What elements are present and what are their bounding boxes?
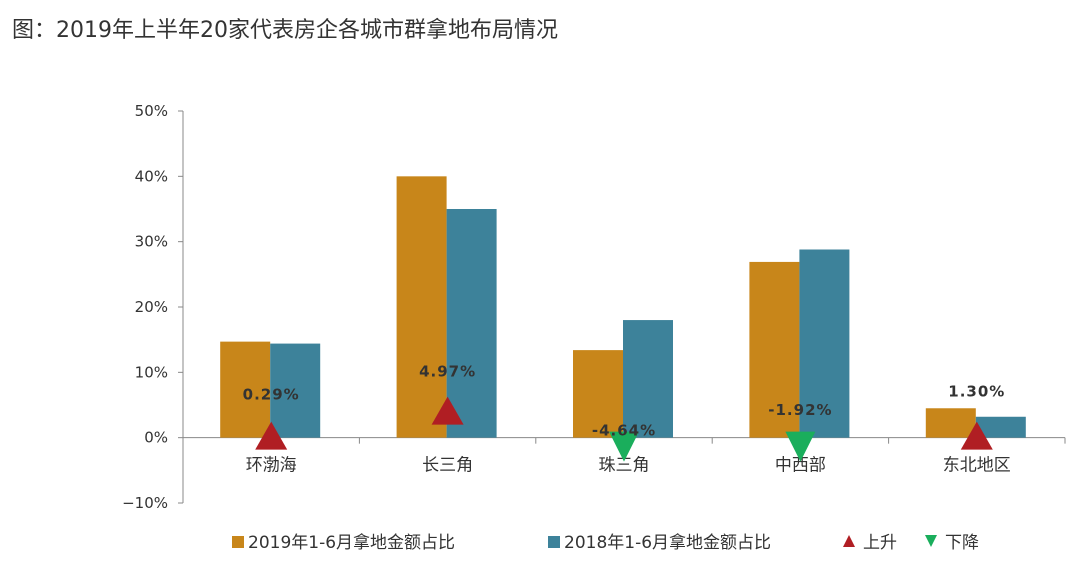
legend-label: 2019年1-6月拿地金额占比 <box>248 532 455 553</box>
bar-2018 <box>446 209 497 438</box>
legend-down-triangle-icon <box>925 535 937 547</box>
up-triangle-icon <box>431 396 464 425</box>
down-triangle-icon <box>609 431 639 462</box>
up-triangle-icon <box>960 421 993 450</box>
change-label: -1.92% <box>768 401 832 419</box>
y-tick-label: 10% <box>135 363 168 381</box>
legend-label: 上升 <box>863 533 897 553</box>
change-label: 4.97% <box>419 363 476 381</box>
y-tick-label: 30% <box>135 233 168 251</box>
legend-swatch <box>548 536 560 548</box>
y-tick-label: 20% <box>135 298 168 316</box>
bar-2019 <box>573 350 623 438</box>
legend-swatch <box>232 536 244 548</box>
x-category-label: 长三角 <box>422 456 473 476</box>
x-category-label: 东北地区 <box>943 456 1011 476</box>
bar-2018 <box>975 416 1026 438</box>
y-tick-label: −10% <box>122 494 168 512</box>
y-tick-label: 0% <box>144 429 168 447</box>
change-label: 1.30% <box>948 382 1005 400</box>
bar-2019 <box>220 341 271 438</box>
up-triangle-icon <box>255 421 288 450</box>
change-label: -4.64% <box>592 422 656 440</box>
down-triangle-icon <box>785 431 816 462</box>
x-category-label: 环渤海 <box>246 456 297 476</box>
bar-2018 <box>270 343 321 438</box>
bar-2019 <box>749 261 800 438</box>
x-category-label: 中西部 <box>775 456 826 476</box>
x-category-label: 珠三角 <box>599 456 650 476</box>
bar-2019 <box>396 176 447 438</box>
y-tick-label: 50% <box>135 102 168 120</box>
y-tick-label: 40% <box>135 167 168 185</box>
bar-2019 <box>925 408 976 438</box>
bar-2018 <box>799 249 850 438</box>
change-label: 0.29% <box>243 386 300 404</box>
legend-label: 2018年1-6月拿地金额占比 <box>564 532 771 553</box>
legend-up-triangle-icon <box>843 535 855 547</box>
bar-2018 <box>623 320 673 438</box>
page-title: 图：2019年上半年20家代表房企各城市群拿地布局情况 <box>12 18 558 43</box>
legend-label: 下降 <box>945 533 979 553</box>
